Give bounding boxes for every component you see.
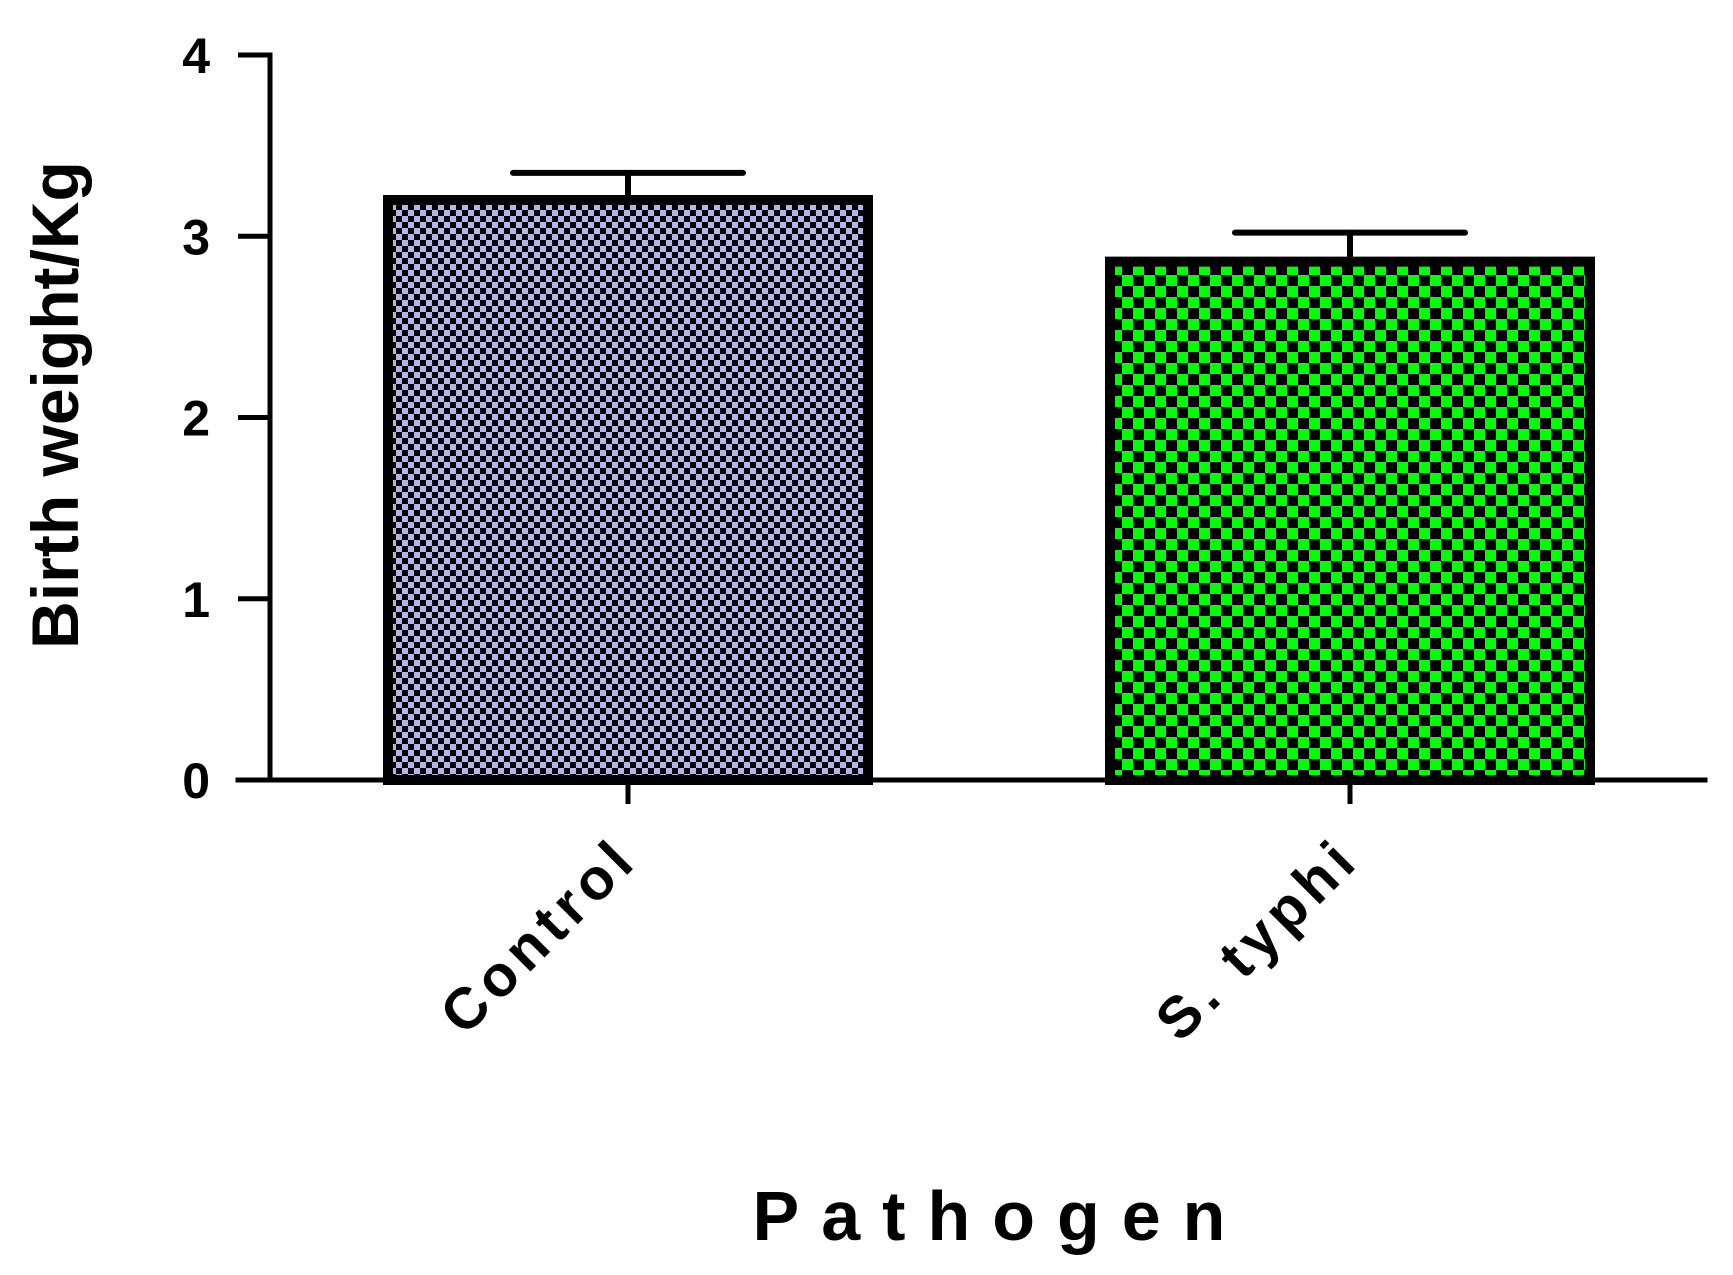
- y-tick-label: 3: [182, 209, 210, 265]
- x-tick-label-control: Control: [428, 825, 649, 1046]
- x-axis-label: Pathogen: [753, 1177, 1248, 1255]
- bar-control: [383, 195, 873, 785]
- y-tick-label: 1: [182, 572, 210, 628]
- y-axis-label: Birth weight/Kg: [18, 161, 92, 649]
- x-tick-label-s-typhi: S. typhi: [1143, 825, 1371, 1053]
- error-bar: [1232, 229, 1468, 265]
- y-tick-label: 0: [182, 753, 210, 809]
- y-tick-label: 4: [182, 28, 210, 84]
- y-tick-label: 2: [182, 391, 210, 447]
- error-bar: [510, 169, 746, 203]
- bar-s-typhi: [1105, 256, 1595, 785]
